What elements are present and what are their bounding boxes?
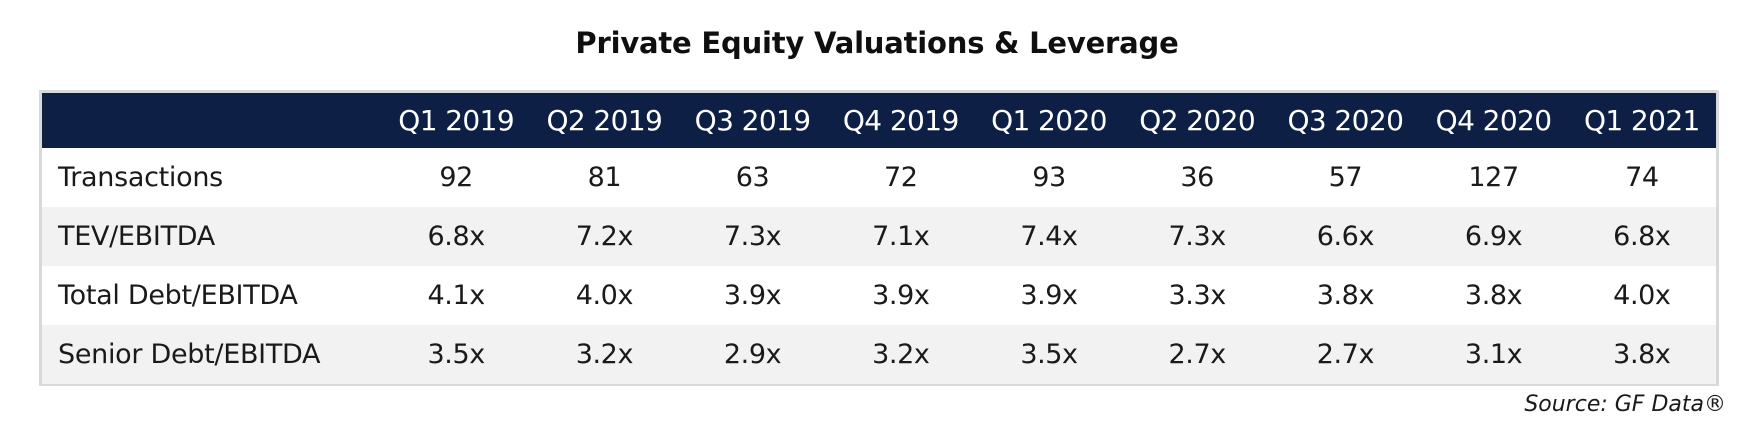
table-cell: 6.8x: [427, 221, 486, 252]
table-cell: 6.6x: [1316, 221, 1375, 252]
row-label: Transactions: [58, 162, 223, 193]
table-cell: 7.1x: [872, 221, 930, 252]
table-cell: 3.8x: [1464, 280, 1523, 311]
table-cell: 3.9x: [1020, 280, 1078, 311]
table-cell: 3.8x: [1613, 339, 1671, 370]
source-note: Source: GF Data®: [1524, 392, 1726, 417]
table-cell: 7.4x: [1020, 221, 1078, 252]
table-cell: 7.3x: [1168, 221, 1227, 252]
column-header: Q1 2020: [991, 104, 1107, 137]
table-cell: 93: [1032, 162, 1066, 193]
table-cell: 3.5x: [1020, 339, 1078, 370]
table-cell: 3.5x: [427, 339, 486, 370]
row-label: Senior Debt/EBITDA: [58, 339, 321, 370]
table-row-total-debt-ebitda: Total Debt/EBITDA 4.1x 4.0x 3.9x 3.9x 3.…: [42, 266, 1716, 325]
table-cell: 3.9x: [872, 280, 930, 311]
table-cell: 3.2x: [575, 339, 634, 370]
table-cell: 3.1x: [1464, 339, 1523, 370]
table-cell: 74: [1625, 162, 1659, 193]
table-cell: 4.0x: [575, 280, 634, 311]
column-header: Q2 2020: [1139, 104, 1256, 137]
column-header: Q4 2019: [842, 104, 959, 137]
data-table-frame: Q1 2019 Q2 2019 Q3 2019 Q4 2019 Q1 2020 …: [39, 90, 1719, 386]
column-header: Q3 2020: [1287, 104, 1404, 137]
column-header: Q3 2019: [694, 104, 811, 137]
column-header: Q4 2020: [1435, 104, 1552, 137]
header-row: Q1 2019 Q2 2019 Q3 2019 Q4 2019 Q1 2020 …: [42, 93, 1716, 148]
column-header: Q2 2019: [546, 104, 663, 137]
table-row-tev-ebitda: TEV/EBITDA 6.8x 7.2x 7.3x 7.1x 7.4x 7.3x…: [42, 207, 1716, 266]
column-header: Q1 2021: [1583, 104, 1700, 137]
table-cell: 6.9x: [1464, 221, 1523, 252]
table-cell: 6.8x: [1613, 221, 1671, 252]
table-row-transactions: Transactions 92 81 63 72 93 36 57 127 74: [42, 148, 1716, 207]
table-cell: 3.9x: [723, 280, 782, 311]
row-label: Total Debt/EBITDA: [58, 280, 298, 311]
table-cell: 4.1x: [427, 280, 486, 311]
column-header: Q1 2019: [398, 104, 515, 137]
table-cell: 36: [1180, 162, 1214, 193]
row-label: TEV/EBITDA: [58, 221, 215, 252]
table-row-senior-debt-ebitda: Senior Debt/EBITDA 3.5x 3.2x 2.9x 3.2x 3…: [42, 325, 1716, 384]
table-cell: 72: [883, 162, 918, 193]
table-cell: 63: [735, 162, 770, 193]
table-cell: 2.9x: [723, 339, 782, 370]
table-cell: 3.8x: [1316, 280, 1375, 311]
data-table: Q1 2019 Q2 2019 Q3 2019 Q4 2019 Q1 2020 …: [42, 93, 1716, 384]
table-cell: 4.0x: [1613, 280, 1671, 311]
table-cell: 127: [1468, 162, 1519, 193]
table-cell: 81: [587, 162, 622, 193]
table-cell: 2.7x: [1316, 339, 1375, 370]
table-cell: 3.3x: [1168, 280, 1227, 311]
header-corner-cell: [42, 93, 382, 148]
table-cell: 7.2x: [575, 221, 634, 252]
chart-title: Private Equity Valuations & Leverage: [575, 26, 1179, 60]
table-cell: 57: [1328, 162, 1363, 193]
table-cell: 2.7x: [1168, 339, 1227, 370]
table-cell: 92: [439, 162, 473, 193]
table-cell: 7.3x: [723, 221, 782, 252]
table-cell: 3.2x: [872, 339, 930, 370]
